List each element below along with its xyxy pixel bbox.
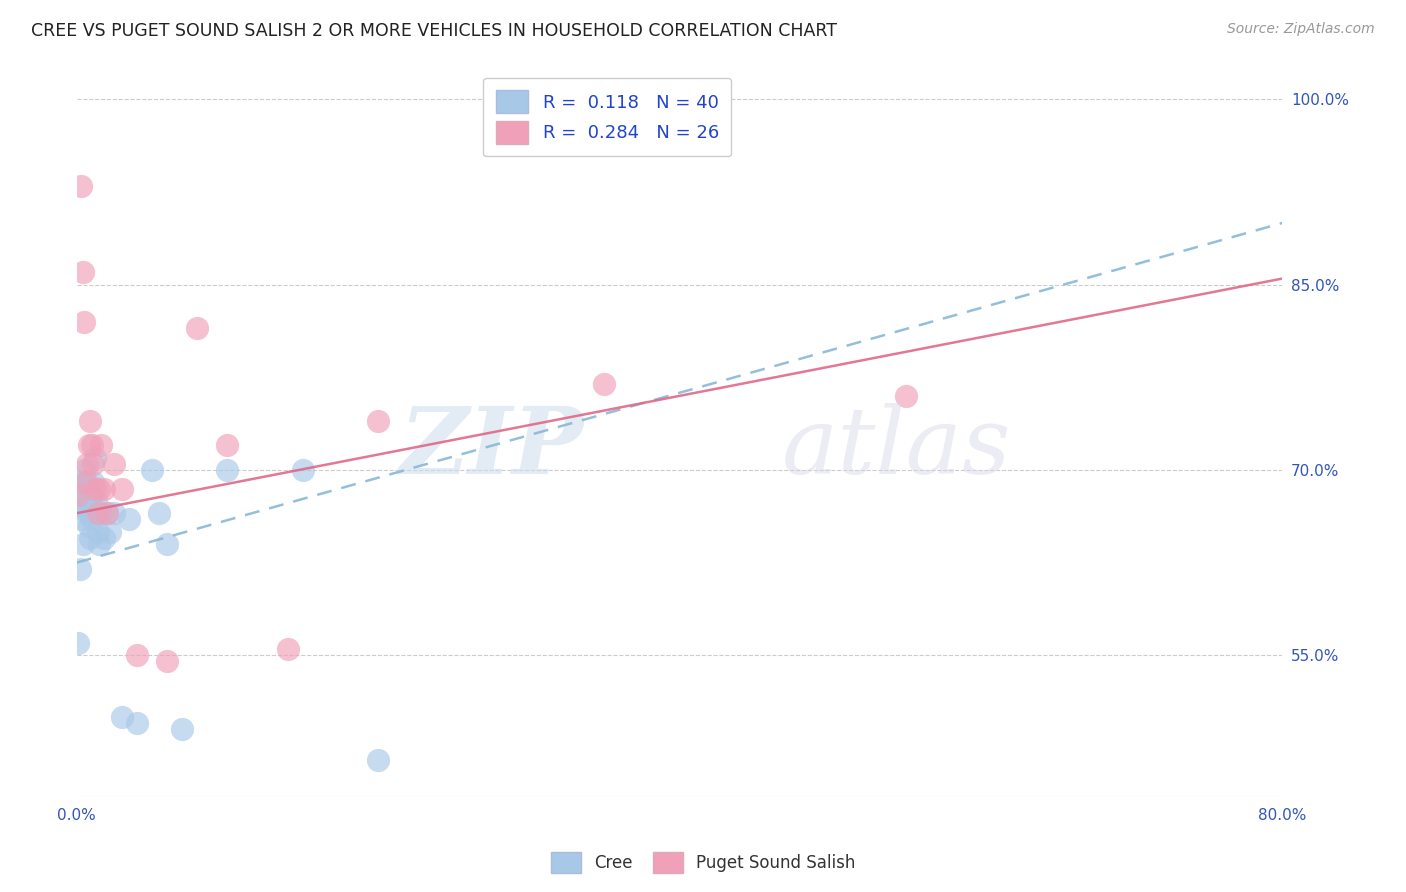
Point [156, 655, 179, 669]
Point [86, 506, 108, 520]
Point [277, 642, 299, 657]
Point [67, 636, 90, 650]
Point [111, 710, 134, 724]
Point [82, 457, 104, 471]
Point [118, 512, 141, 526]
Point [291, 463, 314, 477]
Point [73, 463, 96, 477]
Point [89, 537, 111, 551]
Point [98, 524, 121, 539]
Text: Source: ZipAtlas.com: Source: ZipAtlas.com [1227, 22, 1375, 37]
Point [367, 414, 389, 428]
Point [70, 178, 93, 193]
Text: CREE VS PUGET SOUND SALISH 2 OR MORE VEHICLES IN HOUSEHOLD CORRELATION CHART: CREE VS PUGET SOUND SALISH 2 OR MORE VEH… [31, 22, 837, 40]
Point [70, 512, 93, 526]
Point [111, 482, 134, 496]
Point [894, 389, 917, 403]
Text: atlas: atlas [782, 402, 1011, 492]
Point [83, 482, 105, 496]
Point [96, 506, 118, 520]
Point [77, 518, 100, 533]
Point [103, 457, 125, 471]
Point [72, 537, 94, 551]
Point [156, 537, 179, 551]
Point [89, 482, 111, 496]
Point [69, 562, 91, 576]
Point [73, 315, 96, 329]
Point [79, 506, 101, 520]
Point [93, 531, 115, 545]
Point [79, 531, 101, 545]
Point [141, 463, 163, 477]
Point [90, 438, 112, 452]
Point [73, 500, 96, 514]
Point [75, 475, 97, 490]
Point [367, 753, 389, 767]
Point [77, 438, 100, 452]
Legend: R =  0.118   N = 40, R =  0.284   N = 26: R = 0.118 N = 40, R = 0.284 N = 26 [482, 78, 731, 156]
Point [86, 524, 108, 539]
Point [84, 494, 107, 508]
Point [76, 457, 98, 471]
Point [72, 488, 94, 502]
Point [72, 265, 94, 279]
Point [82, 500, 104, 514]
Point [77, 494, 100, 508]
Point [125, 716, 148, 731]
Point [170, 723, 193, 737]
Point [67, 488, 90, 502]
Legend: Cree, Puget Sound Salish: Cree, Puget Sound Salish [544, 846, 862, 880]
Point [75, 500, 97, 514]
Point [80, 512, 103, 526]
Point [217, 438, 239, 452]
Point [148, 506, 170, 520]
Point [82, 475, 104, 490]
Point [75, 475, 97, 490]
Point [90, 506, 112, 520]
Point [83, 506, 105, 520]
Point [76, 482, 98, 496]
Point [80, 438, 103, 452]
Point [217, 463, 239, 477]
Point [125, 648, 148, 663]
Point [83, 450, 105, 465]
Point [186, 321, 208, 335]
Point [593, 376, 616, 391]
Point [103, 506, 125, 520]
Point [79, 414, 101, 428]
Text: ZIP: ZIP [399, 402, 583, 492]
Point [93, 482, 115, 496]
Point [76, 506, 98, 520]
Point [80, 488, 103, 502]
Point [70, 475, 93, 490]
Point [96, 506, 118, 520]
